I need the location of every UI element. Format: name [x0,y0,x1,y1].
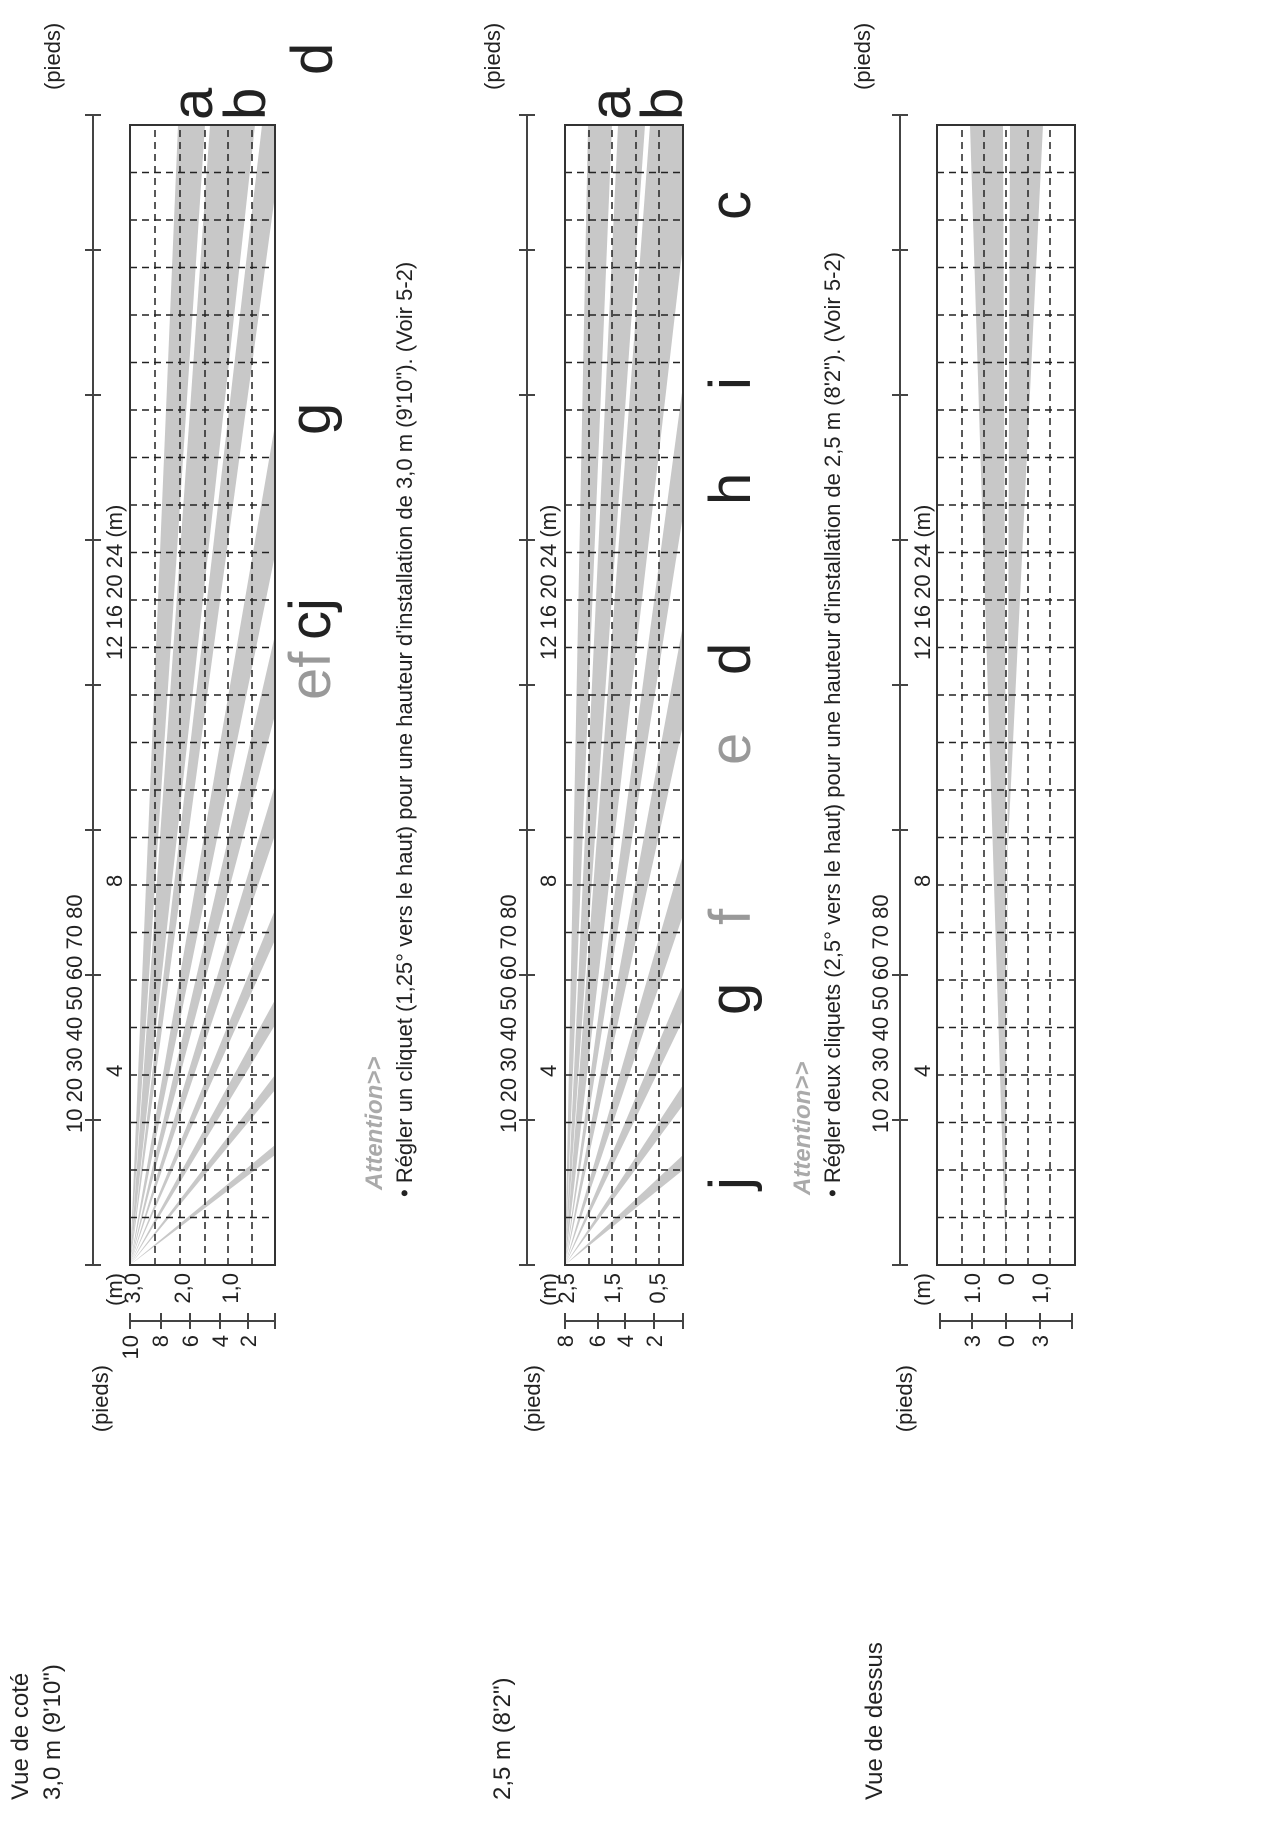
zone-label-c: c [698,191,763,220]
distance-feet-labels: 10 20 30 40 50 60 70 80 [496,894,521,1133]
m-tick: 2,0 [170,1273,195,1304]
side-view-title: Vue de coté [7,1673,34,1800]
feet-tick: 4 [613,1335,638,1347]
m-tick: 1,0 [1028,1273,1053,1304]
distance-m-8: 8 [102,875,127,887]
zone-label-h: h [698,473,763,505]
distance-m-12-24: 12 16 20 24 (m) [910,505,935,660]
distance-axis-ticks [85,114,101,1266]
distance-m-4: 4 [102,1065,127,1077]
zone-label-b: b [630,88,695,120]
note-text: • Régler deux cliquets (2,5° vers le hau… [820,252,845,1197]
attention-label: Attention>> [789,1062,816,1196]
feet-tick: 3 [960,1335,985,1347]
feet-unit-label: (pieds) [520,1365,545,1432]
m-tick: 1,5 [600,1273,625,1304]
m-tick: 0,5 [645,1273,670,1304]
m-tick: 0 [994,1273,1019,1285]
feet-tick: 2 [642,1335,667,1347]
feet-tick: 8 [148,1335,173,1347]
feet-tick: 10 [118,1335,143,1359]
distance-feet-unit: (pieds) [850,23,875,90]
distance-feet-unit: (pieds) [480,23,505,90]
feet-tick: 2 [236,1335,261,1347]
zone-label-i: i [698,377,763,390]
feet-tick: 6 [585,1335,610,1347]
zone-label-cj: cj [278,598,343,640]
distance-feet-labels: 10 20 30 40 50 60 70 80 [62,894,87,1133]
height-label-2-5m: 2,5 m (8'2") [489,1678,516,1800]
m-tick: 3,0 [120,1273,145,1304]
side-view-panel-3m: Vue de coté 3,0 m (9'10") (pieds) 10 20 … [7,23,417,1800]
zone-label-e: e [698,733,763,765]
distance-m-8: 8 [536,875,561,887]
zone-label-d: d [698,643,763,675]
m-unit: (m) [536,1273,561,1306]
zone-label-d: d [280,43,345,75]
feet-tick: 8 [553,1335,578,1347]
m-tick: 2,5 [554,1273,579,1304]
feet-tick: 6 [178,1335,203,1347]
distance-feet-labels: 10 20 30 40 50 60 70 80 [868,894,893,1133]
top-view-title: Vue de dessus [861,1642,888,1800]
chart-frame [129,124,276,1266]
zone-label-a: a [578,87,643,120]
top-view-panel: Vue de dessus (pieds) 10 20 30 40 50 60 … [850,23,1076,1800]
distance-m-12-24: 12 16 20 24 (m) [536,505,561,660]
zone-label-b: b [213,88,278,120]
attention-label: Attention>> [361,1057,388,1191]
height-label-3m: 3,0 m (9'10") [39,1664,66,1800]
feet-tick: 4 [208,1335,233,1347]
zone-label-ef: ef [278,651,343,700]
zone-label-g: g [278,403,343,435]
zone-label-f: f [698,908,763,925]
note-text: • Régler un cliquet (1,25° vers le haut)… [392,262,417,1197]
distance-m-4: 4 [536,1065,561,1077]
m-unit: (m) [102,1273,127,1306]
feet-unit-label: (pieds) [88,1365,113,1432]
distance-feet-unit: (pieds) [40,23,65,90]
m-tick: 1,0 [218,1273,243,1304]
feet-unit-label: (pieds) [892,1365,917,1432]
m-unit: (m) [910,1273,935,1306]
zone-label-a: a [160,87,225,120]
distance-m-12-24: 12 16 20 24 (m) [102,505,127,660]
chart-frame [936,124,1076,1266]
feet-tick: 0 [994,1335,1019,1347]
zone-label-g: g [698,983,763,1015]
distance-m-4: 4 [910,1065,935,1077]
chart-frame [564,124,684,1266]
m-tick: 1.0 [960,1273,985,1304]
side-view-panel-2-5m: 2,5 m (8'2") (pieds) 10 20 30 40 50 60 7… [480,23,845,1800]
distance-m-8: 8 [910,875,935,887]
feet-tick: 3 [1028,1335,1053,1347]
zone-label-j: j [698,1177,763,1192]
